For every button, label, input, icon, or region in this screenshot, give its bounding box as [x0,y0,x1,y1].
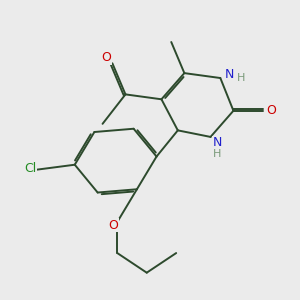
Text: O: O [108,219,118,232]
Text: O: O [102,51,111,64]
Text: N: N [225,68,234,81]
Text: Cl: Cl [24,163,36,176]
Text: H: H [213,149,221,159]
Text: O: O [266,104,276,117]
Text: N: N [212,136,222,149]
Text: H: H [236,73,245,83]
